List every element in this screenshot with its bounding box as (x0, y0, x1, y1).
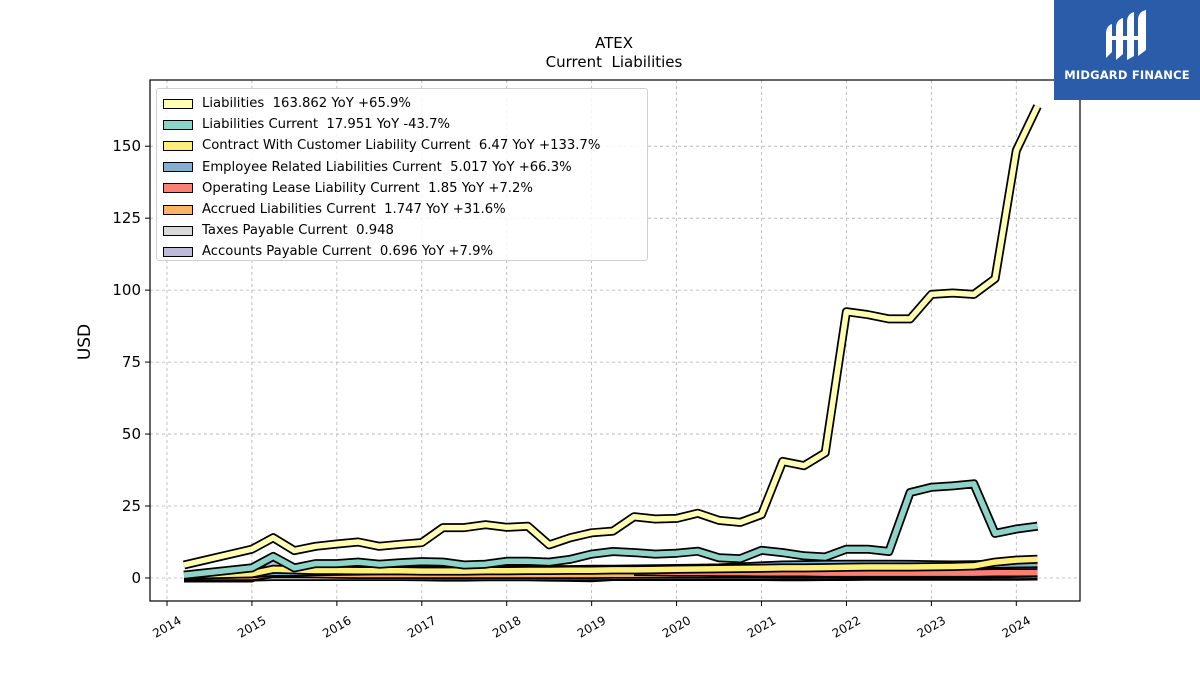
legend-label: Contract With Customer Liability Current… (202, 138, 601, 154)
legend-label: Operating Lease Liability Current 1.85 Y… (202, 180, 533, 196)
midgard-finance-logo-icon (1106, 10, 1146, 60)
legend-item: Contract With Customer Liability Current… (163, 135, 647, 156)
legend-swatch (163, 140, 193, 151)
legend-label: Liabilities 163.862 YoY +65.9% (202, 96, 411, 112)
legend-swatch (163, 183, 193, 194)
legend-swatch (163, 225, 193, 236)
y-tick-label: 0 (131, 569, 141, 587)
legend-swatch (163, 204, 193, 215)
series-line-liabilities (182, 104, 1042, 570)
brand-name: MIDGARD FINANCE (1064, 68, 1190, 82)
legend-item: Employee Related Liabilities Current 5.0… (163, 157, 647, 178)
legend-item: Operating Lease Liability Current 1.85 Y… (163, 178, 647, 199)
y-tick-label: 100 (112, 281, 141, 299)
legend-label: Employee Related Liabilities Current 5.0… (202, 159, 572, 175)
y-tick-label: 50 (122, 425, 141, 443)
legend-label: Taxes Payable Current 0.948 (202, 223, 394, 239)
y-axis-label: USD (75, 324, 95, 360)
legend-swatch (163, 98, 193, 109)
y-tick-label: 75 (122, 353, 141, 371)
y-tick-label: 125 (112, 209, 141, 227)
chart-subtitle: Current Liabilities (546, 53, 683, 71)
plot-frame (149, 79, 1081, 602)
chart-legend: Liabilities 163.862 YoY +65.9% Liabilitie… (156, 88, 648, 261)
legend-item: Liabilities 163.862 YoY +65.9% (163, 93, 647, 114)
series-layer (182, 104, 1042, 583)
y-tick-label: 150 (112, 137, 141, 155)
legend-swatch (163, 162, 193, 173)
legend-swatch (163, 119, 193, 130)
legend-item: Accounts Payable Current 0.696 YoY +7.9% (163, 241, 647, 262)
y-tick-label: 25 (122, 497, 141, 515)
legend-swatch (163, 246, 193, 257)
legend-label: Accounts Payable Current 0.696 YoY +7.9% (202, 244, 494, 260)
chart-title: ATEX (595, 34, 633, 52)
legend-item: Taxes Payable Current 0.948 (163, 220, 647, 241)
legend-label: Liabilities Current 17.951 YoY -43.7% (202, 117, 450, 133)
y-axis: 0 25 50 75 100 125 150 (112, 137, 150, 587)
legend-item: Accrued Liabilities Current 1.747 YoY +3… (163, 199, 647, 220)
series-line-liabilities-current (183, 479, 1039, 580)
series-line-contract-with-customer-liability-current (183, 554, 1038, 580)
legend-label: Accrued Liabilities Current 1.747 YoY +3… (202, 202, 506, 218)
legend-item: Liabilities Current 17.951 YoY -43.7% (163, 114, 647, 135)
brand-logo[interactable]: MIDGARD FINANCE (1054, 0, 1200, 100)
